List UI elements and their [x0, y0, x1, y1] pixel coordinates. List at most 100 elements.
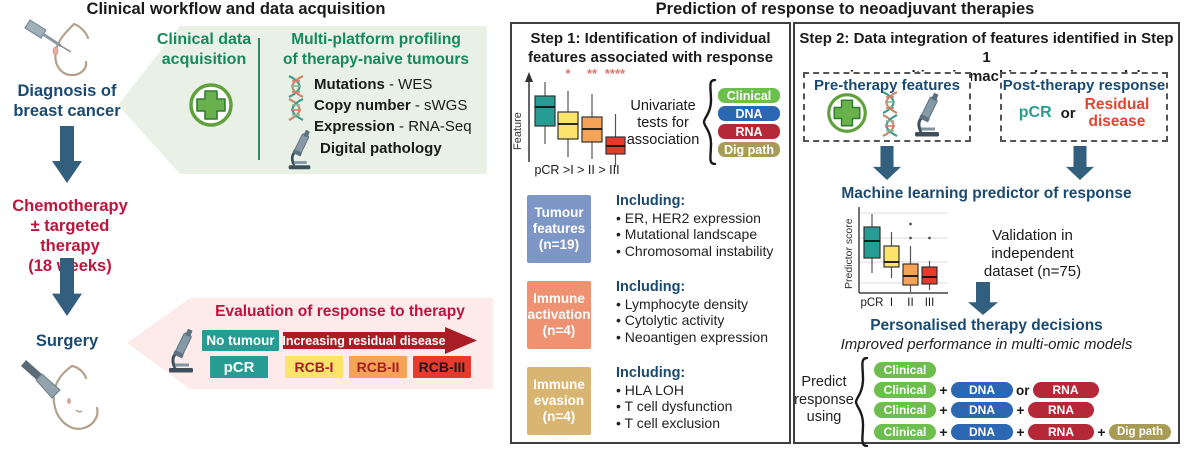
bullet-item: • Cytolytic activity: [616, 312, 725, 328]
rna-badge: RNA: [1028, 424, 1094, 440]
row-method: - sWGS: [410, 97, 468, 114]
ml-predictor-title: Machine learning predictor of response: [841, 185, 1132, 202]
feature-axis-label: Feature: [513, 112, 524, 150]
tumour-features-box: Tumour features (n=19): [527, 195, 591, 263]
bullet-item: • T cell exclusion: [616, 414, 720, 431]
clinical-badge: Clinical: [874, 362, 936, 378]
bullet-item: • Neoantigen expression: [616, 328, 768, 345]
profiling-row-mutations: Mutations - WES: [314, 74, 472, 95]
step1-title: Step 1: Identification of individual fea…: [527, 30, 774, 66]
immune-activation-box: Immune activation (n=4): [527, 281, 591, 349]
clinical-badge: Clinical: [718, 88, 780, 103]
rcb-i-badge: RCB-I: [285, 356, 343, 378]
tick-pcr: pCR: [860, 297, 883, 309]
dna-badge: DNA: [951, 424, 1013, 440]
row-label: Copy number: [314, 97, 411, 114]
step2-brace: [854, 357, 869, 447]
rna-badge: RNA: [718, 124, 780, 139]
multi-platform-profiling-label: Multi-platform profiling of therapy-naiv…: [282, 31, 470, 68]
plus-separator: +: [939, 402, 948, 418]
predictor-axis-label: Predictor score: [843, 218, 855, 289]
bullet-item: • ER, HER2 expression: [616, 209, 761, 226]
rcb-iii-badge: RCB-III: [413, 356, 471, 378]
personalised-decisions-label: Personalised therapy decisions: [870, 317, 1103, 334]
clinical-badge: Clinical: [874, 382, 936, 398]
no-tumour-badge: No tumour: [202, 330, 279, 351]
plus-separator: +: [1016, 424, 1025, 440]
row-method: - RNA-Seq: [394, 118, 472, 135]
improved-performance-label: Improved performance in multi-omic model…: [840, 336, 1133, 353]
plus-separator: +: [939, 382, 948, 398]
dig-path-badge: Dig path: [1109, 424, 1171, 440]
bullet-item: • HLA LOH: [616, 381, 684, 398]
validation-label: Validation in independent dataset (n=75): [983, 227, 1082, 280]
rna-badge: RNA: [1032, 382, 1099, 398]
including-label: Including:: [616, 193, 686, 209]
immune-evasion-box: Immune evasion (n=4): [527, 367, 591, 435]
significance-star-2: **: [587, 68, 598, 81]
dna-badge: DNA: [951, 402, 1013, 418]
row-method: - WES: [384, 76, 433, 93]
clinical-badge: Clinical: [874, 402, 936, 418]
post-therapy-box: Post-therapy response: [1000, 72, 1168, 142]
down-arrow-pre: [873, 146, 901, 180]
dna-badge: DNA: [951, 382, 1013, 398]
combo-row-4: Clinical + DNA + RNA + Dig path: [874, 424, 1171, 440]
row-label: Mutations: [314, 76, 385, 93]
left-section-title: Clinical workflow and data acquisition: [86, 0, 386, 18]
post-therapy-content: pCR or Residual disease: [1002, 96, 1166, 130]
pcr-outcome-label: pCR: [1018, 104, 1052, 121]
including-label: Including:: [616, 279, 686, 295]
surgery-label: Surgery: [35, 332, 99, 350]
plus-separator: +: [1016, 402, 1025, 418]
step1-brace: [702, 79, 717, 165]
predict-response-label: Predict response using: [794, 374, 854, 425]
right-section-title: Prediction of response to neoadjuvant th…: [655, 0, 1035, 18]
univariate-label: Univariate tests for association: [626, 98, 700, 148]
tick-ii: II: [907, 297, 913, 309]
combo-row-2: Clinical + DNA or RNA: [874, 382, 1099, 398]
tick-iii: III: [925, 297, 935, 309]
tumour-features-list: Including: • ER, HER2 expression • Mutat…: [616, 193, 788, 259]
digital-pathology-label: Digital pathology: [320, 140, 442, 157]
microscope-icon: [912, 90, 942, 138]
post-therapy-title: Post-therapy response: [1002, 77, 1166, 94]
medical-cross-icon: [188, 82, 234, 128]
microscope-icon: [166, 326, 196, 374]
pcr-badge: pCR: [210, 356, 268, 378]
clinical-badge: Clinical: [874, 424, 936, 440]
or-label: or: [1060, 104, 1076, 122]
combo-row-3: Clinical + DNA + RNA: [874, 402, 1094, 418]
plus-separator: +: [939, 424, 948, 440]
bullet-item: • T cell dysfunction: [616, 398, 733, 414]
rcb-ii-badge: RCB-II: [349, 356, 407, 378]
immune-evasion-list: Including: • HLA LOH • T cell dysfunctio…: [616, 365, 788, 431]
down-arrow-validation: [968, 282, 998, 315]
profiling-methods-list: Mutations - WES Copy number - sWGS Expre…: [314, 74, 472, 137]
profiling-row-expression: Expression - RNA-Seq: [314, 116, 472, 137]
feature-x-ticks: pCR >I > II > III: [534, 163, 619, 177]
feature-boxplot: Feature * ** **** pCR >I > II > III: [513, 68, 626, 177]
bullet-item: • Mutational landscape: [616, 226, 758, 242]
rna-badge: RNA: [1028, 402, 1094, 418]
profiling-row-copy-number: Copy number - sWGS: [314, 95, 472, 116]
tick-i: I: [890, 297, 893, 309]
down-arrow-post: [1066, 146, 1094, 180]
diagnosis-label: Diagnosis of breast cancer: [13, 82, 121, 120]
row-label: Expression: [314, 118, 395, 135]
or-separator: or: [1016, 382, 1030, 398]
increasing-residual-disease-label: Increasing residual disease: [283, 334, 446, 348]
surgery-scalpel-icon: [21, 360, 99, 430]
breast-biopsy-icon: [24, 19, 90, 77]
significance-star-3: ****: [605, 68, 626, 81]
medical-cross-icon: [826, 92, 868, 134]
clinical-data-acquisition-label: Clinical data acquisition: [156, 31, 252, 68]
bullet-item: • Lymphocyte density: [616, 295, 749, 312]
down-arrow-2: [52, 258, 82, 316]
down-arrow-1: [52, 126, 82, 183]
evaluation-title: Evaluation of response to therapy: [215, 303, 465, 320]
bullet-item: • Chromosomal instability: [616, 242, 774, 259]
increasing-residual-disease-arrow: Increasing residual disease: [283, 327, 477, 354]
predictor-boxplot: Predictor score pCR I II III: [843, 207, 948, 309]
